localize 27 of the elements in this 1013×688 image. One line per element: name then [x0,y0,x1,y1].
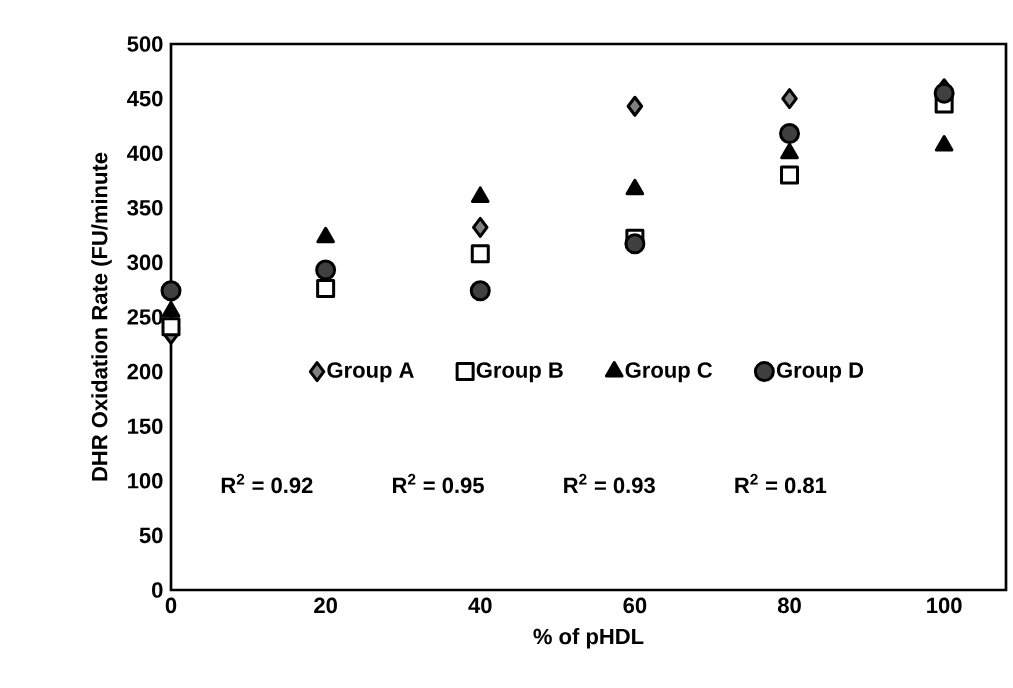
x-tick-label: 40 [468,597,492,614]
y-tick-label: 450 [127,90,163,107]
x-tick-label: 20 [314,597,337,614]
x-tick-label: 60 [623,597,647,614]
y-tick-label: 300 [127,254,163,271]
y-tick-label: 250 [127,309,163,325]
y-tick-label: 500 [127,36,163,52]
legend-label: Group A [327,362,414,383]
legend-label: Group B [476,362,563,383]
annotation: R$^{2}$ = 0.93 [564,473,655,494]
y-tick-label: 50 [139,527,163,544]
x-tick-label: 100 [927,597,962,614]
y-tick-label: 100 [128,472,163,489]
y-tick-label: 200 [127,363,163,380]
legend-label: Group C [625,362,713,383]
annotation: R$^{2}$ = 0.95 [393,473,484,494]
y-tick-label: 400 [127,145,163,161]
annotation: R$^{2}$ = 0.92 [221,473,313,494]
y-tick-label: 150 [128,418,163,434]
x-tick-label: 80 [777,597,801,614]
y-tick-label: 0 [152,582,163,598]
y-tick-label: 350 [127,199,163,216]
annotation: R$^{2}$ = 0.81 [735,473,827,494]
x-tick-label: 0 [165,597,177,614]
legend-label: Group D [776,362,864,383]
y-axis-title: DHR Oxidation Rate (FU/minute [91,152,112,481]
x-axis-title: % of pHDL [533,628,644,649]
